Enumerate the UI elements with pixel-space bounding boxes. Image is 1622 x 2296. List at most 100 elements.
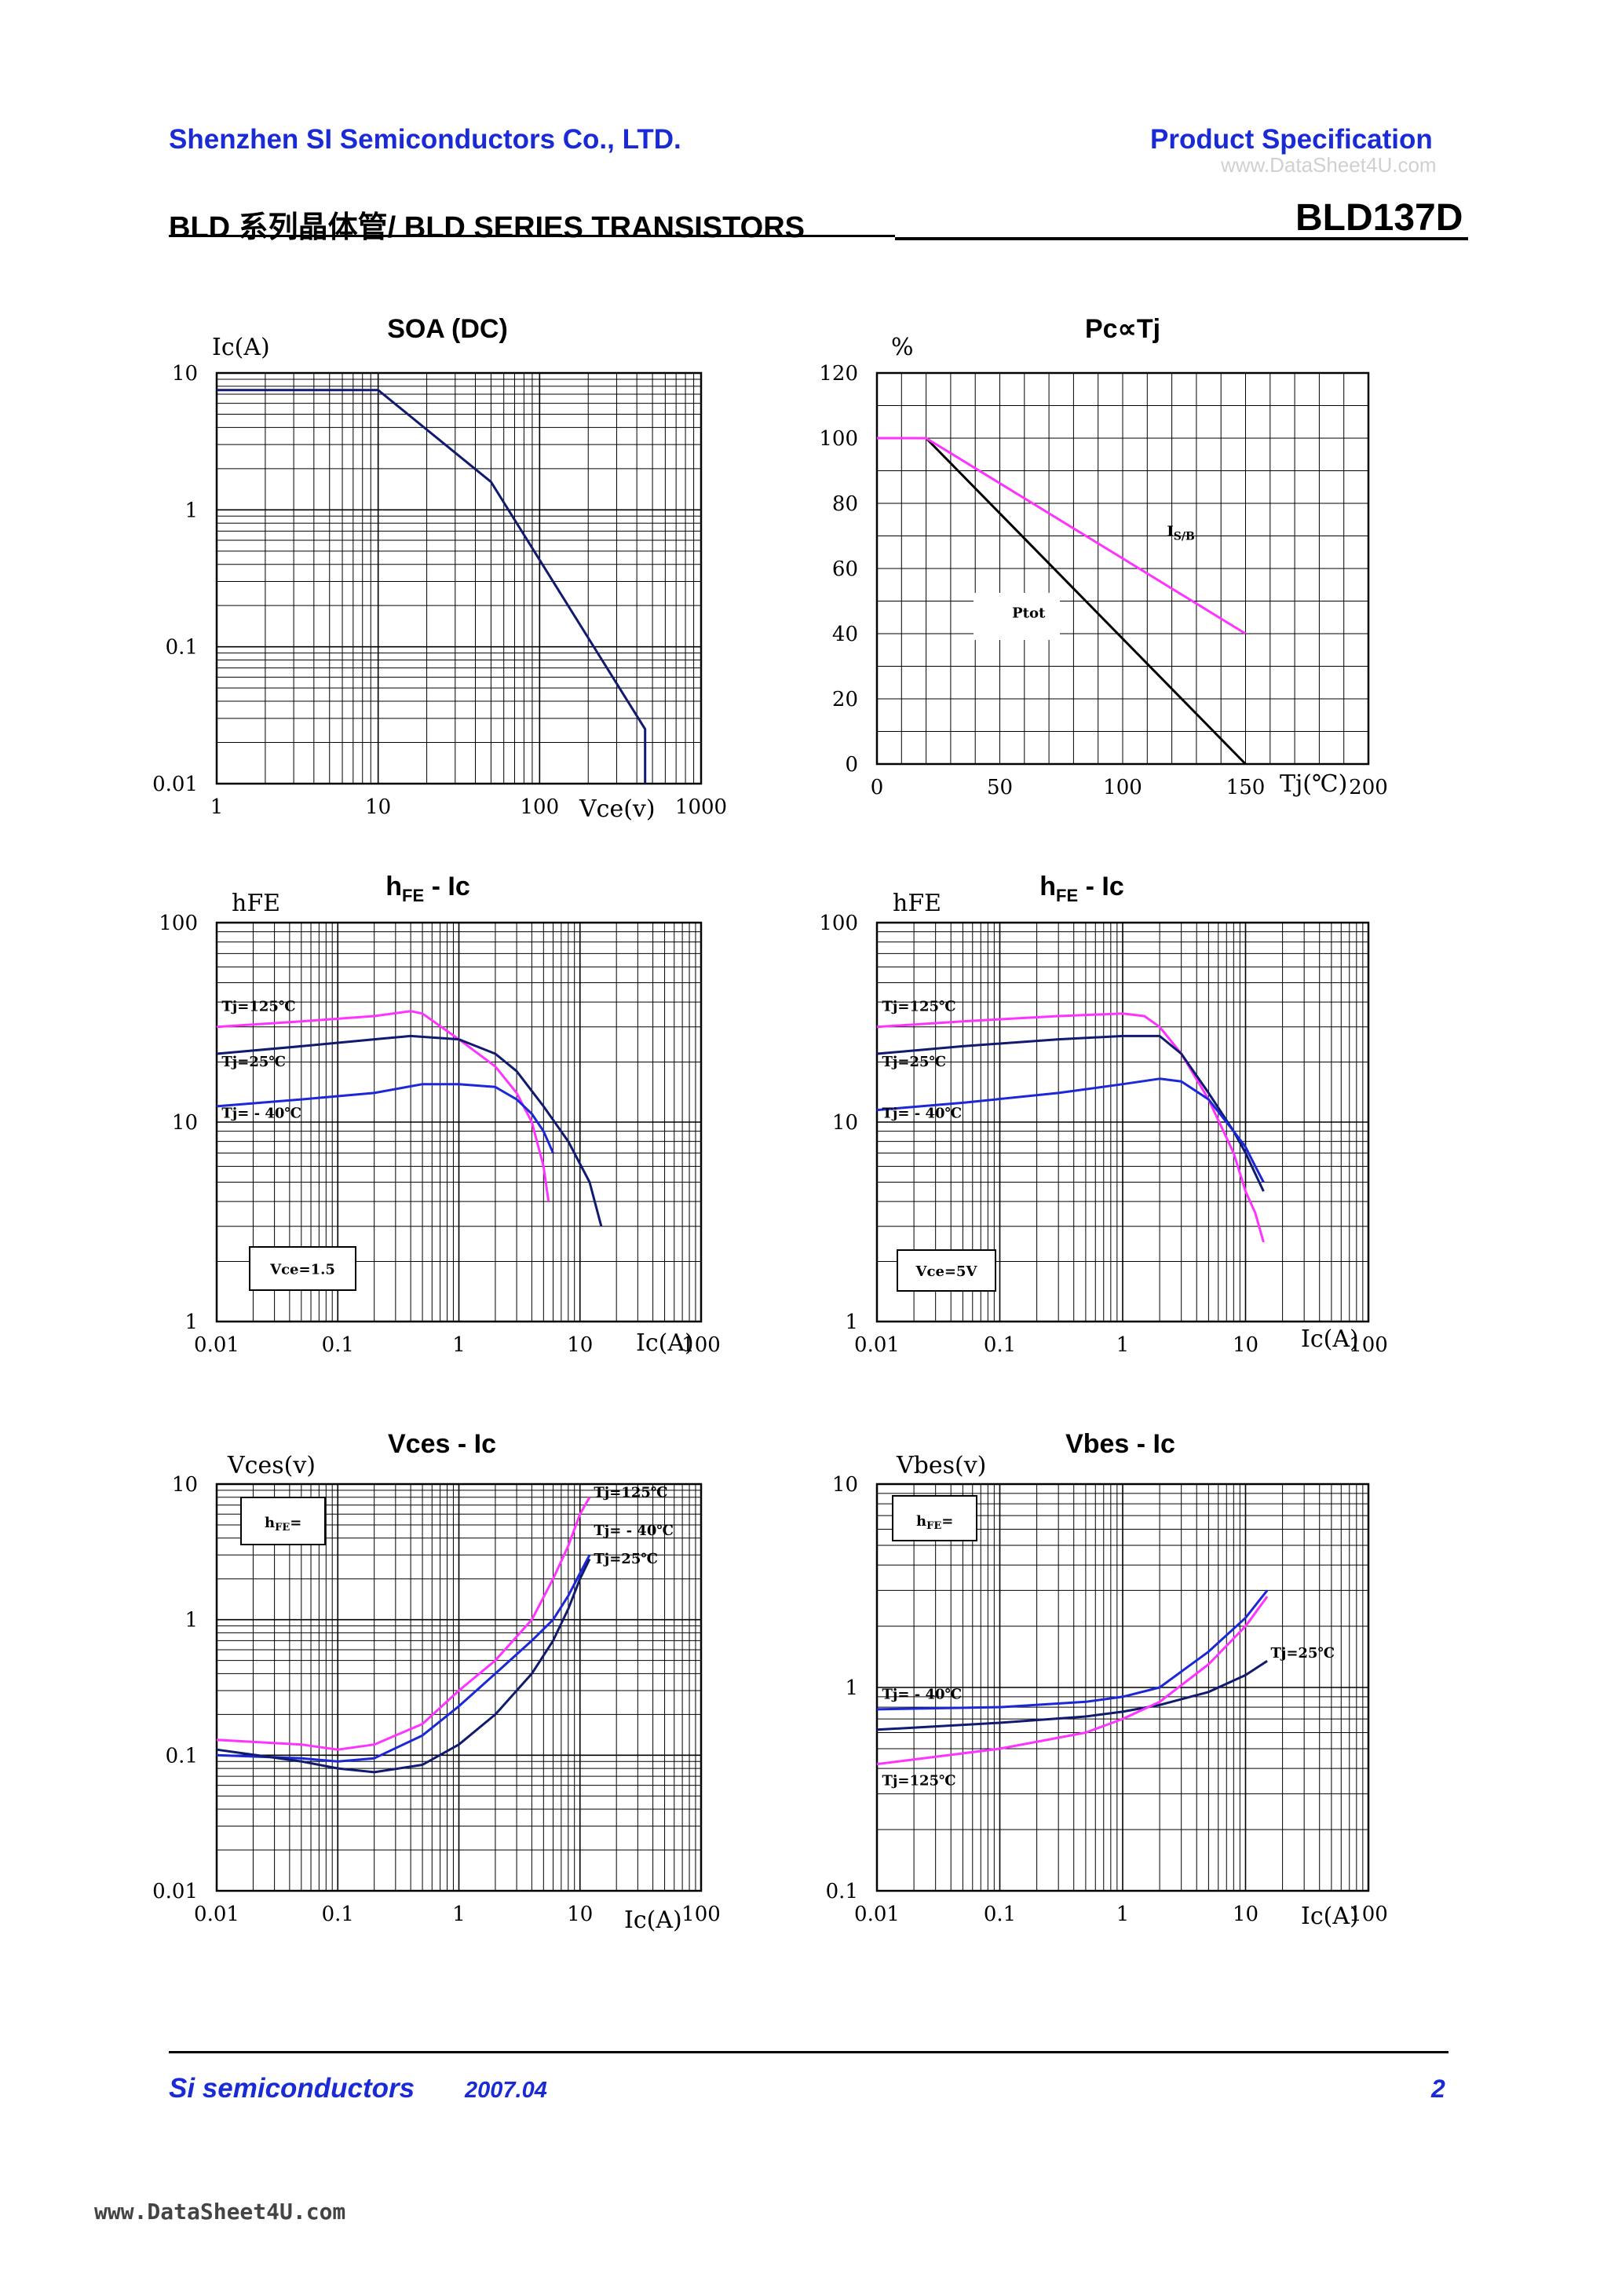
x-tick-label: 100 bbox=[1349, 1903, 1388, 1926]
plot-frame bbox=[875, 1483, 1370, 1892]
y-axis-label: % bbox=[891, 334, 914, 361]
y-tick-label: 10 bbox=[832, 1111, 858, 1135]
y-tick-label: 10 bbox=[832, 1473, 858, 1497]
series-annotation: Tj=125℃ bbox=[882, 1773, 955, 1790]
series-line bbox=[876, 1012, 1265, 1243]
chart-vces_ic bbox=[215, 1483, 703, 1892]
x-tick-label: 1 bbox=[452, 1903, 466, 1926]
series-line bbox=[876, 1596, 1269, 1766]
chart-pc_tj bbox=[875, 371, 1370, 766]
x-tick-label: 0.01 bbox=[854, 1333, 900, 1357]
series-line bbox=[216, 1558, 591, 1774]
series-line bbox=[876, 1077, 1265, 1183]
x-tick-label: 0 bbox=[871, 776, 884, 799]
chart-title: SOA (DC) bbox=[387, 314, 508, 344]
series-line bbox=[876, 1659, 1268, 1731]
label-backing bbox=[974, 593, 1060, 640]
x-tick-label: 0.1 bbox=[322, 1333, 354, 1357]
series-line bbox=[876, 1034, 1265, 1192]
condition-label: Vce=5V bbox=[915, 1263, 978, 1280]
x-tick-label: 150 bbox=[1226, 776, 1266, 799]
y-axis-label: Vbes(v) bbox=[896, 1452, 986, 1479]
y-tick-label: 10 bbox=[172, 1473, 198, 1497]
series-annotation: Tj= - 40℃ bbox=[221, 1106, 301, 1122]
chart-title: Vbes - Ic bbox=[1065, 1429, 1175, 1459]
series-line bbox=[876, 1589, 1269, 1711]
header-series-title: BLD 系列晶体管/ BLD SERIES TRANSISTORS bbox=[169, 211, 806, 244]
y-tick-label: 100 bbox=[159, 912, 198, 935]
y-tick-label: 1 bbox=[184, 1311, 198, 1334]
x-tick-label: 100 bbox=[681, 1333, 721, 1357]
series-annotation: Tj=125℃ bbox=[882, 999, 955, 1015]
condition-label: hFE= bbox=[265, 1515, 301, 1534]
series-annotation: Tj=25℃ bbox=[221, 1054, 286, 1070]
chart-title: hFE - Ic bbox=[1039, 872, 1123, 905]
x-tick-label: 10 bbox=[567, 1333, 593, 1357]
header-product-spec: Product Specification bbox=[1150, 124, 1433, 155]
y-tick-label: 100 bbox=[819, 427, 858, 451]
x-axis-label: Ic(A) bbox=[1301, 1325, 1359, 1353]
series-annotation: Tj= - 40℃ bbox=[882, 1686, 962, 1702]
x-axis-label: Ic(A) bbox=[624, 1907, 682, 1934]
plot-frame bbox=[875, 371, 1370, 766]
chart-hfe_ic_1 bbox=[215, 921, 703, 1323]
series-annotation: Tj=125℃ bbox=[221, 999, 295, 1015]
series-line bbox=[216, 1034, 603, 1227]
chart-hfe_ic_2 bbox=[875, 921, 1370, 1323]
chart-soa bbox=[215, 371, 703, 785]
x-axis-label: Ic(A) bbox=[1301, 1903, 1359, 1930]
chart-vbes_ic bbox=[875, 1483, 1370, 1892]
x-axis-label: Tj(℃) bbox=[1280, 770, 1347, 798]
y-axis-label: hFE bbox=[893, 890, 941, 917]
y-tick-label: 1 bbox=[845, 1676, 858, 1700]
x-tick-label: 0.01 bbox=[194, 1333, 239, 1357]
header-rule bbox=[169, 235, 895, 237]
x-tick-label: 1 bbox=[452, 1333, 466, 1357]
y-tick-label: 60 bbox=[832, 558, 858, 581]
y-tick-label: 1 bbox=[845, 1311, 858, 1334]
y-axis-label: Ic(A) bbox=[212, 334, 270, 361]
y-tick-label: 1 bbox=[184, 1609, 198, 1632]
condition-box bbox=[897, 1249, 996, 1292]
x-axis-label: Ic(A) bbox=[636, 1329, 694, 1357]
condition-box bbox=[892, 1495, 977, 1541]
x-tick-label: 1000 bbox=[675, 795, 727, 819]
plot-frame bbox=[215, 921, 703, 1323]
y-tick-label: 40 bbox=[832, 623, 858, 646]
y-tick-label: 1 bbox=[184, 499, 198, 522]
series-line bbox=[216, 1554, 591, 1763]
footer-rule bbox=[169, 2051, 1448, 2053]
series-annotation: Tj= - 40℃ bbox=[594, 1523, 674, 1539]
x-tick-label: 200 bbox=[1349, 776, 1388, 799]
x-tick-label: 100 bbox=[681, 1903, 721, 1926]
y-tick-label: 20 bbox=[832, 688, 858, 711]
x-tick-label: 50 bbox=[987, 776, 1013, 799]
chart-title: Pc∝Tj bbox=[1085, 314, 1160, 344]
x-tick-label: 10 bbox=[365, 795, 391, 819]
x-tick-label: 10 bbox=[1233, 1333, 1259, 1357]
y-tick-label: 10 bbox=[172, 1111, 198, 1135]
x-tick-label: 0.01 bbox=[854, 1903, 900, 1926]
y-axis-label: hFE bbox=[232, 890, 280, 917]
x-tick-label: 10 bbox=[567, 1903, 593, 1926]
series-annotation: Tj=125℃ bbox=[594, 1485, 667, 1501]
x-tick-label: 10 bbox=[1233, 1903, 1259, 1926]
y-tick-label: 0.1 bbox=[166, 1744, 198, 1768]
footer-date: 2007.04 bbox=[465, 2078, 547, 2103]
header-part-number: BLD137D bbox=[1295, 197, 1463, 239]
plot-frame bbox=[875, 921, 1370, 1323]
chart-title: Vces - Ic bbox=[388, 1429, 496, 1459]
condition-label: Vce=1.5 bbox=[269, 1262, 335, 1278]
series-line bbox=[877, 437, 1247, 635]
series-annotation: Tj= - 40℃ bbox=[882, 1106, 962, 1122]
condition-label: hFE= bbox=[916, 1513, 953, 1532]
y-tick-label: 0.01 bbox=[152, 773, 198, 796]
x-tick-label: 1 bbox=[1116, 1903, 1130, 1926]
header-rule-right bbox=[895, 237, 1468, 240]
y-tick-label: 0 bbox=[845, 753, 858, 777]
y-tick-label: 120 bbox=[819, 362, 858, 386]
header-watermark: www.DataSheet4U.com bbox=[1221, 153, 1437, 177]
y-tick-label: 0.1 bbox=[826, 1880, 858, 1903]
series-annotation: IS/B bbox=[1167, 524, 1195, 543]
